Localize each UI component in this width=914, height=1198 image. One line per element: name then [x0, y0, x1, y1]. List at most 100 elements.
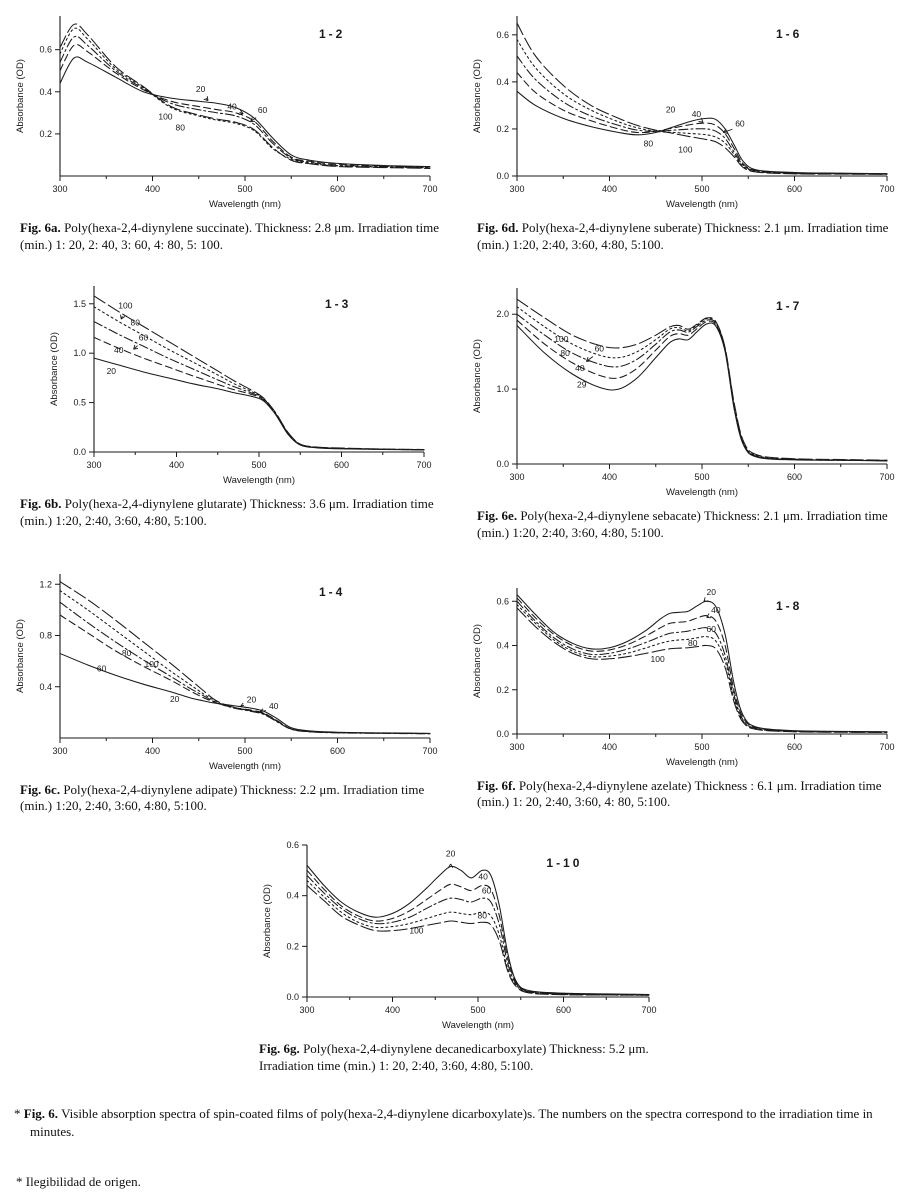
spectrum-time-label: 80: [478, 911, 488, 921]
spectrum-time-label: 80: [131, 317, 141, 327]
series-100-curve: [60, 581, 430, 733]
spectrum-time-label: 100: [158, 112, 172, 122]
svg-text:Absorbance (OD): Absorbance (OD): [49, 332, 60, 406]
svg-text:0.0: 0.0: [496, 729, 509, 739]
series-80-curve: [517, 307, 887, 461]
svg-text:500: 500: [694, 184, 709, 194]
series-40-curve: [517, 72, 887, 173]
svg-text:1.0: 1.0: [496, 384, 509, 394]
svg-text:Wavelength (nm): Wavelength (nm): [209, 761, 281, 772]
series-80-curve: [94, 307, 424, 450]
svg-text:300: 300: [86, 460, 101, 470]
svg-text:300: 300: [509, 742, 524, 752]
svg-text:400: 400: [145, 746, 160, 756]
svg-text:0.4: 0.4: [286, 891, 299, 901]
svg-text:500: 500: [237, 184, 252, 194]
svg-text:500: 500: [237, 746, 252, 756]
caption-label-6a: Fig. 6a.: [20, 220, 61, 235]
figure-caption-6b: Fig. 6b. Poly(hexa-2,4-diynylene glutara…: [20, 496, 452, 530]
svg-text:0.0: 0.0: [286, 992, 299, 1002]
series-40-curve: [94, 337, 424, 449]
svg-text:Absorbance (OD): Absorbance (OD): [15, 59, 26, 133]
svg-text:1-8: 1-8: [776, 599, 802, 613]
spectrum-time-label: 80: [560, 348, 570, 358]
svg-text:0.4: 0.4: [496, 77, 509, 87]
svg-text:0.5: 0.5: [73, 397, 86, 407]
svg-text:500: 500: [694, 472, 709, 482]
spectrum-time-label: 80: [688, 638, 698, 648]
series-100-curve: [517, 607, 887, 732]
series-60-curve: [517, 601, 887, 732]
figure-caption-6c: Fig. 6c. Poly(hexa-2,4-diynylene adipate…: [20, 782, 452, 816]
svg-text:400: 400: [385, 1005, 400, 1015]
spectrum-time-label: 60: [139, 332, 149, 342]
svg-text:0.2: 0.2: [286, 942, 299, 952]
svg-text:Wavelength (nm): Wavelength (nm): [209, 199, 281, 210]
svg-text:0.0: 0.0: [496, 459, 509, 469]
caption-text-6g: Poly(hexa-2,4-diynylene decanedicarboxyl…: [259, 1041, 649, 1073]
svg-text:2.0: 2.0: [496, 309, 509, 319]
svg-text:Absorbance (OD): Absorbance (OD): [472, 624, 483, 698]
series-40-curve: [60, 615, 430, 734]
svg-text:1.2: 1.2: [39, 579, 52, 589]
svg-text:700: 700: [422, 746, 437, 756]
footnote-text: Visible absorption spectra of spin-coate…: [30, 1106, 873, 1139]
spectrum-time-label: 60: [735, 119, 745, 129]
svg-text:Wavelength (nm): Wavelength (nm): [666, 199, 738, 210]
caption-label-6b: Fig. 6b.: [20, 496, 62, 511]
figure-caption-6g: Fig. 6g. Poly(hexa-2,4-diynylene decaned…: [259, 1041, 661, 1075]
spectrum-time-label: 60: [707, 623, 717, 633]
series-60-curve: [60, 36, 430, 167]
svg-text:1-7: 1-7: [776, 299, 802, 313]
series-20-curve: [517, 594, 887, 731]
series-40-curve: [307, 871, 649, 995]
spectrum-time-label: 100: [651, 653, 665, 663]
caption-text-6d: Poly(hexa-2,4-diynylene suberate) Thickn…: [477, 220, 888, 252]
svg-text:Wavelength (nm): Wavelength (nm): [666, 757, 738, 768]
series-60-curve: [517, 56, 887, 174]
svg-text:600: 600: [330, 184, 345, 194]
spectrum-time-label: 40: [227, 102, 237, 112]
spectrum-time-label: 20: [446, 849, 456, 859]
svg-text:300: 300: [299, 1005, 314, 1015]
svg-text:1.0: 1.0: [73, 348, 86, 358]
spectrum-time-label: 80: [122, 648, 132, 658]
caption-text-6f: Poly(hexa-2,4-diynylene azelate) Thickne…: [477, 778, 882, 810]
figure-caption-6a: Fig. 6a. Poly(hexa-2,4-diynylene succina…: [20, 220, 452, 254]
series-80-curve: [60, 28, 430, 168]
svg-text:600: 600: [556, 1005, 571, 1015]
spectrum-time-label: 20: [666, 104, 676, 114]
spectrum-time-label: 40: [269, 700, 279, 710]
svg-text:300: 300: [509, 472, 524, 482]
svg-text:700: 700: [879, 742, 894, 752]
svg-text:600: 600: [330, 746, 345, 756]
svg-text:0.2: 0.2: [39, 129, 52, 139]
spectrum-time-label: 60: [97, 663, 107, 673]
caption-label-6d: Fig. 6d.: [477, 220, 519, 235]
spectrum-time-label: 20: [170, 694, 180, 704]
svg-text:300: 300: [509, 184, 524, 194]
svg-text:1-2: 1-2: [319, 27, 345, 41]
svg-text:Absorbance (OD): Absorbance (OD): [262, 884, 273, 958]
spectrum-time-label: 100: [118, 301, 132, 311]
caption-label-6g: Fig. 6g.: [259, 1041, 300, 1056]
svg-text:300: 300: [52, 184, 67, 194]
footnote-marker: *: [14, 1106, 21, 1121]
spectrum-time-label: 40: [478, 872, 488, 882]
svg-text:0.4: 0.4: [39, 681, 52, 691]
spectrum-time-label: 100: [678, 144, 692, 154]
series-20-curve: [307, 866, 649, 995]
svg-text:1-6: 1-6: [776, 27, 802, 41]
spectrum-time-label: 60: [258, 105, 268, 115]
svg-text:0.4: 0.4: [496, 640, 509, 650]
